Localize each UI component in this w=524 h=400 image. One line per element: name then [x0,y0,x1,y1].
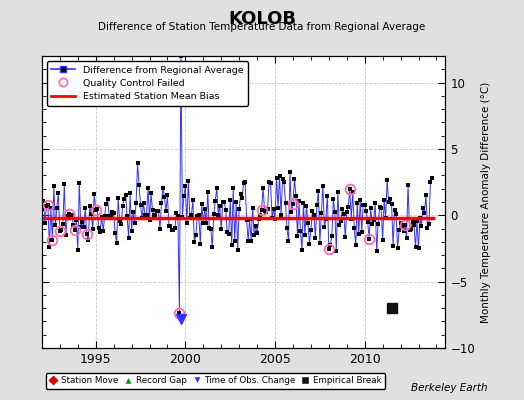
Text: KOLOB: KOLOB [228,10,296,28]
Text: Berkeley Earth: Berkeley Earth [411,383,487,393]
Legend: Station Move, Record Gap, Time of Obs. Change, Empirical Break: Station Move, Record Gap, Time of Obs. C… [46,373,385,389]
Text: Difference of Station Temperature Data from Regional Average: Difference of Station Temperature Data f… [99,22,425,32]
Y-axis label: Monthly Temperature Anomaly Difference (°C): Monthly Temperature Anomaly Difference (… [481,81,490,323]
